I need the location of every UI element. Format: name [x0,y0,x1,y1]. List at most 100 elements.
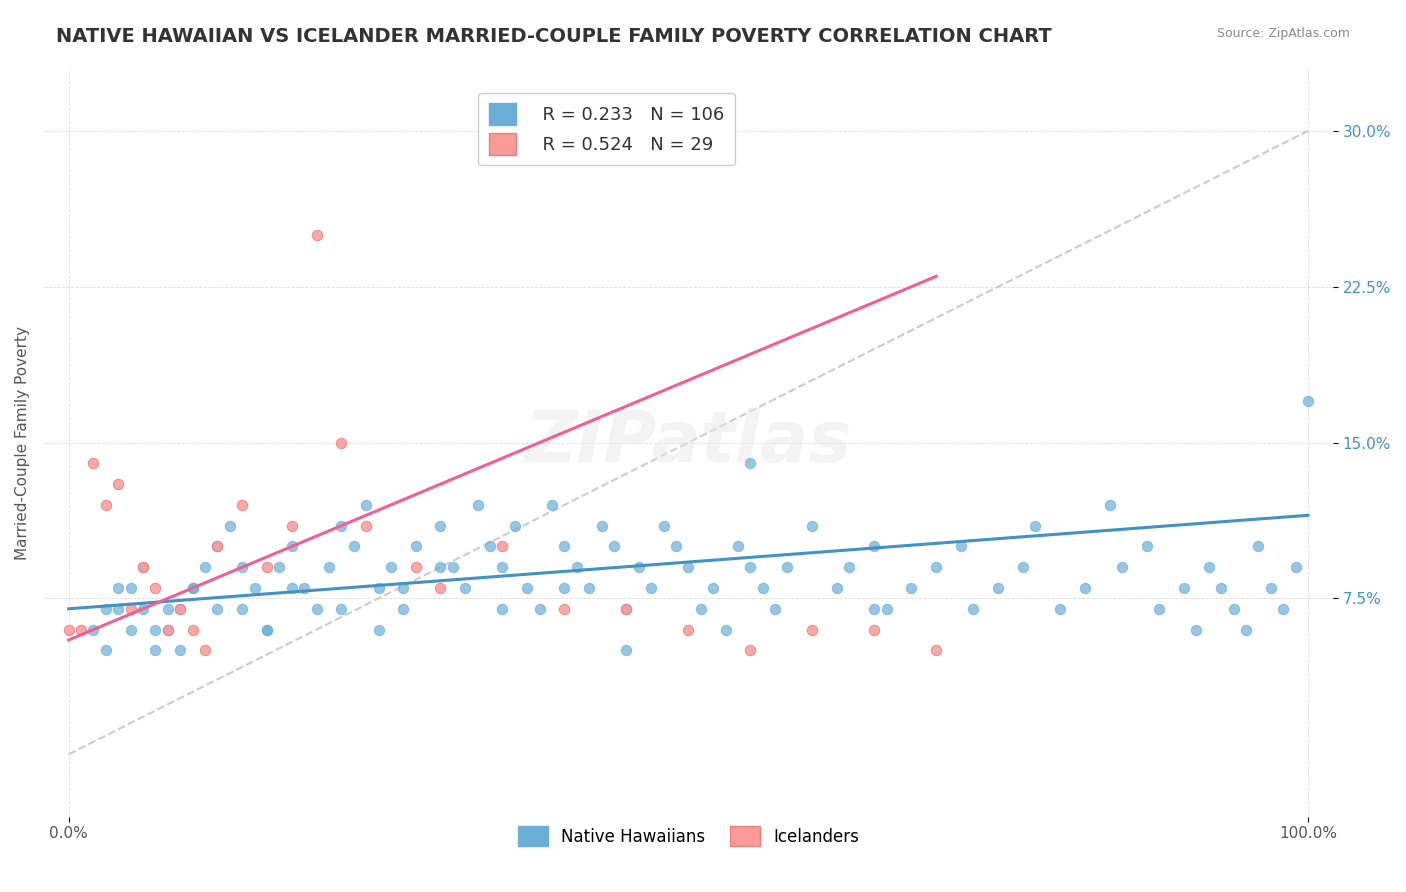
Point [801,518,824,533]
Point [454,581,477,595]
Point [367,581,389,595]
Point [1234,623,1257,637]
Point [318,560,340,574]
Point [392,602,415,616]
Point [120,602,142,616]
Point [1260,581,1282,595]
Point [269,560,291,574]
Point [614,602,637,616]
Point [181,581,204,595]
Point [70,623,93,637]
Point [516,581,538,595]
Point [58,623,80,637]
Point [156,602,179,616]
Point [305,602,328,616]
Text: ZIPatlas: ZIPatlas [524,408,852,477]
Point [740,643,762,657]
Point [825,581,848,595]
Point [1049,602,1071,616]
Point [578,581,600,595]
Point [863,540,886,554]
Point [156,623,179,637]
Point [491,602,513,616]
Point [1296,394,1319,409]
Point [145,581,167,595]
Point [330,518,353,533]
Point [702,581,724,595]
Point [665,540,688,554]
Point [627,560,650,574]
Point [218,518,240,533]
Point [354,518,377,533]
Point [231,560,253,574]
Point [343,540,366,554]
Point [925,560,948,574]
Point [132,602,155,616]
Point [479,540,502,554]
Point [281,540,304,554]
Point [1222,602,1244,616]
Point [565,560,588,574]
Point [838,560,860,574]
Point [1272,602,1295,616]
Point [107,602,129,616]
Point [529,602,551,616]
Point [429,560,451,574]
Point [169,602,191,616]
Point [243,581,266,595]
Point [256,623,278,637]
Point [652,518,675,533]
Point [640,581,662,595]
Point [194,560,217,574]
Point [553,581,575,595]
Point [678,560,700,574]
Point [392,581,415,595]
Point [740,456,762,470]
Point [94,602,117,616]
Point [429,518,451,533]
Point [1284,560,1306,574]
Point [714,623,737,637]
Point [256,560,278,574]
Point [467,498,489,512]
Point [207,602,229,616]
Point [82,623,104,637]
Point [1198,560,1220,574]
Point [962,602,984,616]
Point [863,602,886,616]
Point [503,518,526,533]
Point [553,540,575,554]
Point [925,643,948,657]
Point [132,560,155,574]
Point [491,540,513,554]
Point [281,518,304,533]
Point [1173,581,1195,595]
Point [281,581,304,595]
Point [94,498,117,512]
Point [591,518,613,533]
Point [801,623,824,637]
Point [94,643,117,657]
Point [949,540,972,554]
Point [1149,602,1171,616]
Point [207,540,229,554]
Point [194,643,217,657]
Point [256,623,278,637]
Point [145,643,167,657]
Point [107,477,129,491]
Point [231,602,253,616]
Point [367,623,389,637]
Point [491,560,513,574]
Point [145,623,167,637]
Point [1098,498,1121,512]
Point [1211,581,1233,595]
Point [107,581,129,595]
Point [541,498,564,512]
Point [120,623,142,637]
Point [405,560,427,574]
Point [169,602,191,616]
Text: NATIVE HAWAIIAN VS ICELANDER MARRIED-COUPLE FAMILY POVERTY CORRELATION CHART: NATIVE HAWAIIAN VS ICELANDER MARRIED-COU… [56,27,1052,45]
Point [614,602,637,616]
Point [82,456,104,470]
Y-axis label: Married-Couple Family Poverty: Married-Couple Family Poverty [15,326,30,559]
